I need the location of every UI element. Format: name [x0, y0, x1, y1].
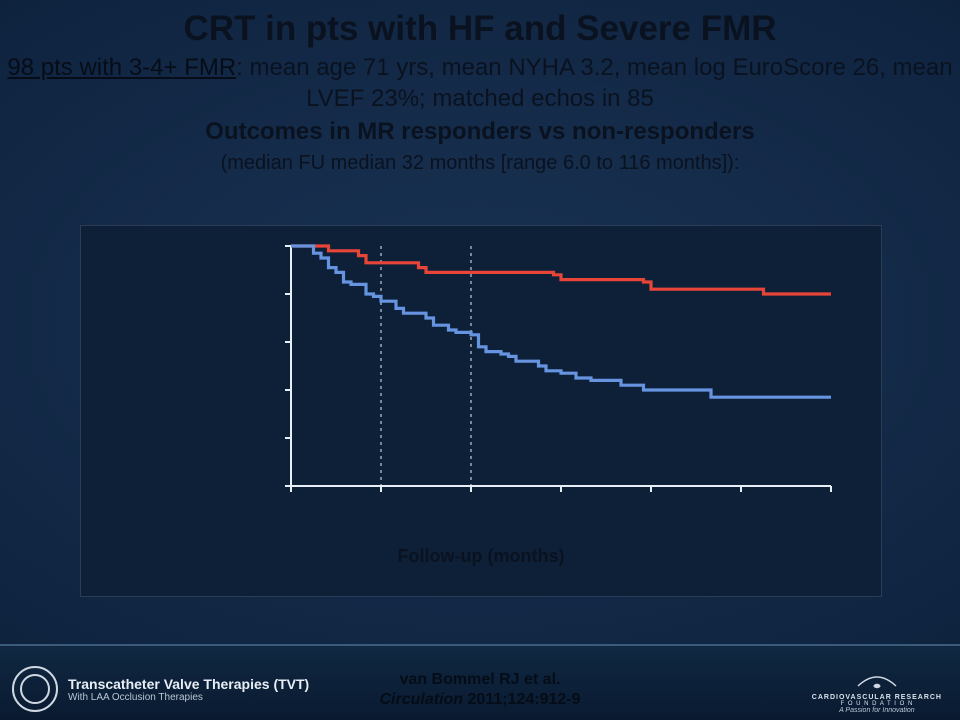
citation-ref: 2011;124:912-9: [463, 691, 580, 708]
x-axis-label: Follow-up (months): [81, 546, 881, 567]
chart-panel: Follow-up (months): [80, 225, 882, 597]
citation-journal: Circulation: [380, 691, 464, 708]
subtitle-patients: 98 pts with 3-4+ FMR: mean age 71 yrs, m…: [0, 52, 960, 114]
km-plot: [81, 226, 881, 596]
crf-block: CARDIOVASCULAR RESEARCH F O U N D A T I …: [812, 672, 942, 714]
title-block: CRT in pts with HF and Severe FMR 98 pts…: [0, 8, 960, 176]
slide-title: CRT in pts with HF and Severe FMR: [0, 8, 960, 50]
crf-line1: CARDIOVASCULAR RESEARCH: [812, 694, 942, 701]
pts-underline: 98 pts with 3-4+ FMR: [7, 54, 236, 81]
crf-line3: A Passion for Innovation: [812, 707, 942, 714]
crf-logo-icon: [854, 672, 900, 692]
subtitle-outcomes: Outcomes in MR responders vs non-respond…: [0, 116, 960, 147]
pts-rest: : mean age 71 yrs, mean NYHA 3.2, mean l…: [236, 54, 952, 112]
subtitle-fu: (median FU median 32 months [range 6.0 t…: [0, 150, 960, 176]
footer-bar: Transcatheter Valve Therapies (TVT) With…: [0, 644, 960, 720]
slide: CRT in pts with HF and Severe FMR 98 pts…: [0, 0, 960, 720]
citation-authors: van Bommel RJ et al.: [400, 671, 561, 688]
